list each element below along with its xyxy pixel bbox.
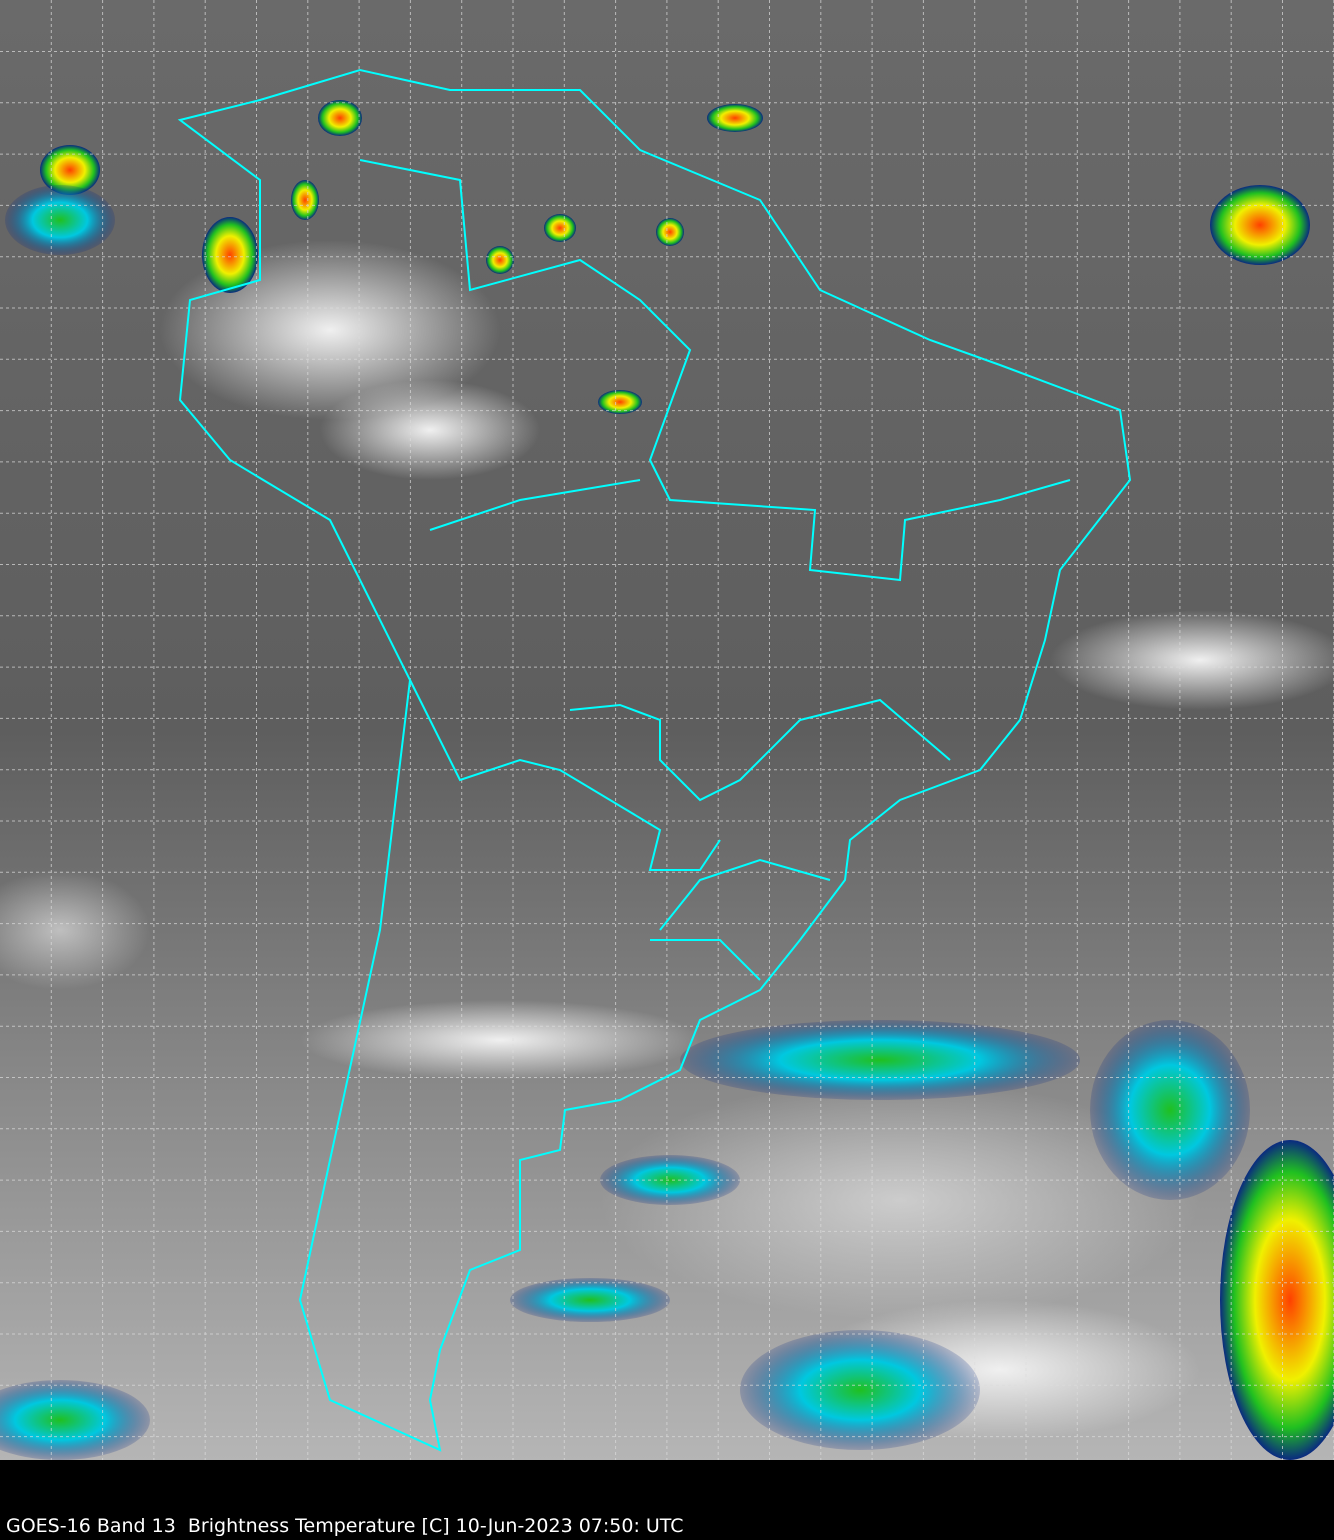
country-borders: [177, 68, 1132, 1452]
image-caption: GOES-16 Band 13 Brightness Temperature […: [6, 1515, 684, 1537]
satellite-image: [0, 0, 1334, 1460]
lat-lon-grid: [0, 0, 1334, 1460]
